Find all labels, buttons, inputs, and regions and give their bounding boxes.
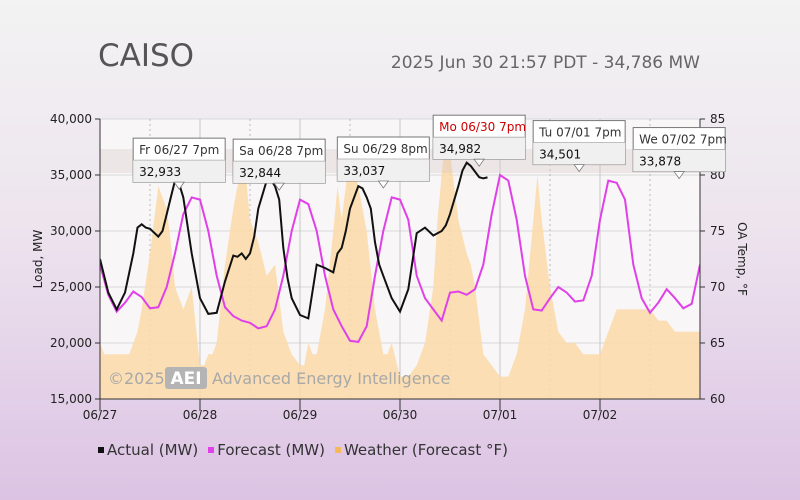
forecast-series bbox=[100, 173, 700, 343]
page-title: CAISO bbox=[98, 38, 195, 74]
callout-day-label: Su 06/29 8pm bbox=[343, 142, 427, 156]
x-tick-label: 06/30 bbox=[383, 408, 418, 422]
callout-peak-value: 33,878 bbox=[639, 155, 681, 169]
peak-callout[interactable]: Tu 07/01 7pm 34,501 bbox=[532, 120, 626, 173]
callout-peak-value: 32,844 bbox=[239, 166, 281, 180]
y2-tick-label: 65 bbox=[710, 336, 725, 350]
legend-label-actual: Actual (MW) bbox=[107, 441, 199, 459]
legend-swatch-actual bbox=[98, 447, 104, 453]
watermark-copyright: ©2025 bbox=[108, 369, 165, 388]
callout-pointer bbox=[573, 164, 585, 173]
callout-pointer bbox=[473, 158, 485, 167]
weather-area bbox=[100, 130, 700, 399]
peak-callout[interactable]: Sa 06/28 7pm 32,844 bbox=[232, 138, 326, 191]
watermark: ©2025 AEI Advanced Energy Intelligence bbox=[108, 367, 450, 389]
callout-day-label: Sa 06/28 7pm bbox=[239, 144, 323, 158]
y2-tick-label: 85 bbox=[710, 112, 725, 126]
peak-callout[interactable]: Fr 06/27 7pm 32,933 bbox=[132, 137, 226, 190]
legend-item-weather[interactable]: Weather (Forecast °F) bbox=[334, 441, 508, 459]
y-tick-label: 40,000 bbox=[50, 112, 92, 126]
callout-peak-value: 34,501 bbox=[539, 148, 581, 162]
y-axis-label: Load, MW bbox=[31, 230, 45, 289]
callout-peak-value: 32,933 bbox=[139, 165, 181, 179]
weather-series bbox=[100, 130, 700, 399]
timestamp-load-readout: 2025 Jun 30 21:57 PDT - 34,786 MW bbox=[390, 53, 700, 73]
actual-line bbox=[100, 161, 488, 320]
y2-tick-label: 70 bbox=[710, 280, 725, 294]
callout-day-label: Fr 06/27 7pm bbox=[139, 143, 219, 157]
x-tick-label: 06/28 bbox=[183, 408, 218, 422]
y2-tick-label: 75 bbox=[710, 224, 725, 238]
y-tick-label: 25,000 bbox=[50, 280, 92, 294]
x-tick-label: 07/01 bbox=[483, 408, 518, 422]
legend-label-weather: Weather (Forecast °F) bbox=[343, 441, 508, 459]
callout-value-bg bbox=[533, 142, 626, 165]
y-tick-label: 35,000 bbox=[50, 168, 92, 182]
aei-logo bbox=[165, 367, 207, 389]
y2-axis-label: OA Temp, °F bbox=[735, 222, 749, 296]
forecast-line bbox=[100, 173, 700, 343]
watermark-company: Advanced Energy Intelligence bbox=[212, 369, 450, 388]
aei-logo-text: AEI bbox=[170, 369, 201, 389]
y-tick-label: 30,000 bbox=[50, 224, 92, 238]
x-tick-label: 06/27 bbox=[83, 408, 118, 422]
peak-callout[interactable]: Su 06/29 8pm 33,037 bbox=[336, 136, 430, 189]
callout-peak-value: 34,982 bbox=[439, 142, 481, 156]
legend-swatch-forecast bbox=[208, 447, 215, 453]
callout-pointer bbox=[673, 171, 685, 180]
callout-value-bg bbox=[633, 149, 726, 172]
callout-day-label: Tu 07/01 7pm bbox=[538, 126, 621, 140]
peak-annotations: Fr 06/27 7pm 32,933 Sa 06/28 7pm 32,844 Su 0… bbox=[132, 114, 727, 191]
peak-callout[interactable]: We 07/02 7pm 33,878 bbox=[632, 127, 727, 180]
chart-legend: Actual (MW) Forecast (MW) Weather (Forec… bbox=[98, 441, 508, 459]
legend-item-forecast[interactable]: Forecast (MW) bbox=[208, 441, 325, 459]
legend-item-actual[interactable]: Actual (MW) bbox=[98, 441, 198, 459]
callout-pointer bbox=[377, 180, 390, 189]
callout-value-bg bbox=[133, 160, 226, 183]
y-tick-label: 20,000 bbox=[50, 336, 92, 350]
callout-day-label: Mo 06/30 7pm bbox=[439, 120, 526, 134]
callout-value-bg bbox=[233, 161, 326, 184]
actual-series bbox=[100, 161, 488, 320]
y2-tick-label: 60 bbox=[710, 392, 725, 406]
legend-swatch-weather bbox=[334, 447, 341, 453]
callout-day-label: We 07/02 7pm bbox=[639, 133, 727, 147]
x-tick-label: 07/02 bbox=[583, 408, 618, 422]
y-tick-label: 15,000 bbox=[50, 392, 92, 406]
callout-value-bg bbox=[337, 158, 430, 181]
callout-value-bg bbox=[433, 137, 526, 160]
callout-pointer bbox=[173, 181, 185, 190]
x-tick-label: 06/29 bbox=[283, 408, 318, 422]
callout-peak-value: 33,037 bbox=[343, 164, 385, 178]
legend-label-forecast: Forecast (MW) bbox=[217, 441, 325, 459]
callout-pointer bbox=[273, 182, 285, 191]
peak-callout[interactable]: Mo 06/30 7pm 34,982 bbox=[432, 114, 526, 167]
